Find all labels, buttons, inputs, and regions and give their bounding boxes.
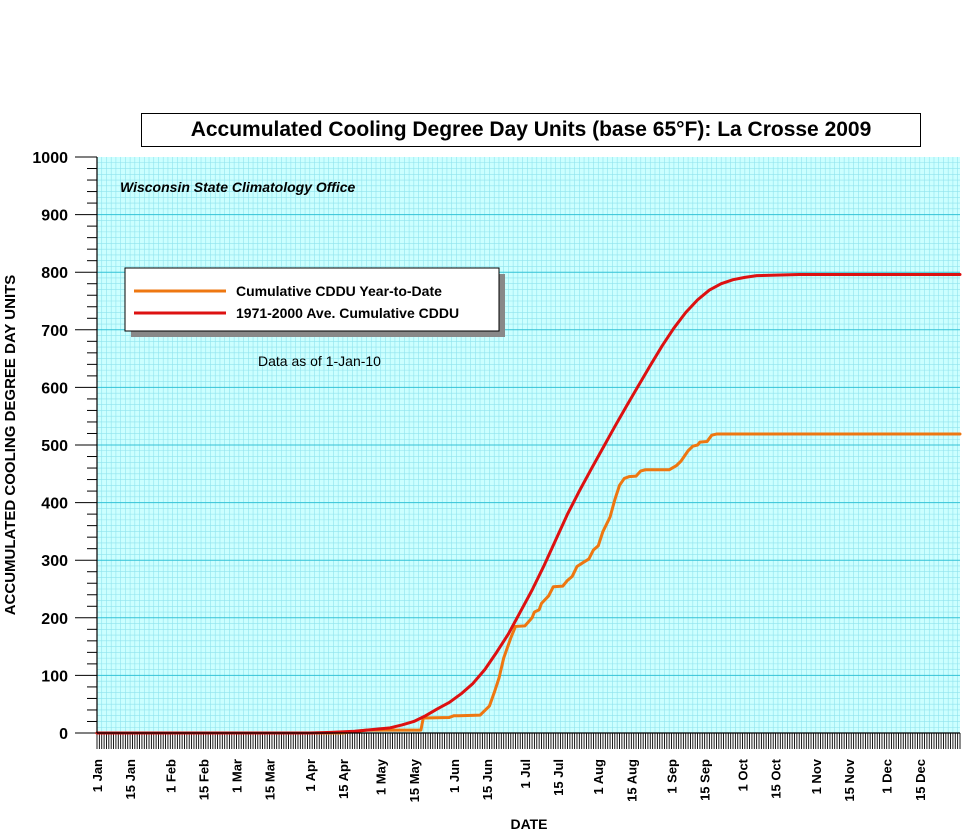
legend-box	[124, 267, 500, 332]
x-tick-label: 1 Feb	[163, 759, 178, 793]
x-tick-label: 15 Nov	[842, 758, 857, 801]
x-axis-title: DATE	[510, 816, 547, 832]
x-tick-label: 1 Jun	[447, 759, 462, 793]
y-tick-label: 100	[41, 668, 68, 685]
x-tick-label: 15 Oct	[769, 758, 784, 798]
x-tick-label: 15 Jun	[480, 759, 495, 800]
series-line-normal	[95, 273, 962, 735]
x-tick-label: 15 Dec	[913, 759, 928, 801]
x-tick-label: 15 May	[407, 758, 422, 802]
y-tick-label: 0	[59, 726, 68, 743]
y-tick-label: 400	[41, 496, 68, 513]
data-date-note: Data as of 1-Jan-10	[258, 353, 381, 369]
x-tick-label: 1 Oct	[735, 758, 750, 791]
x-tick-label: 15 Mar	[263, 759, 278, 800]
x-tick-label: 1 Aug	[591, 759, 606, 795]
chart-title: Accumulated Cooling Degree Day Units (ba…	[141, 113, 921, 147]
y-tick-label: 900	[41, 208, 68, 225]
x-tick-label: 15 Aug	[624, 759, 639, 802]
x-tick-label: 1 Jan	[90, 759, 105, 792]
legend: Cumulative CDDU Year-to-Date 1971-2000 A…	[124, 267, 505, 337]
x-tick-label: 15 Feb	[196, 759, 211, 800]
x-tick-label: 1 Dec	[880, 759, 895, 794]
x-tick-label: 1 Nov	[809, 758, 824, 794]
y-tick-label: 700	[41, 323, 68, 340]
x-tick-label: 1 Mar	[229, 759, 244, 793]
x-tick-label: 15 Apr	[336, 759, 351, 799]
y-tick-label: 200	[41, 611, 68, 628]
x-tick-label: 1 May	[374, 758, 389, 795]
y-tick-label: 800	[41, 265, 68, 282]
x-axis-tick-labels: 1 Jan 15 Jan 1 Feb 15 Feb 1 Mar 15 Mar 1 Apr 15…	[90, 758, 928, 802]
x-tick-label: 1 Jul	[518, 759, 533, 789]
series-line-ytd	[95, 432, 962, 735]
y-axis-ticks	[75, 156, 97, 734]
y-tick-label: 500	[41, 438, 68, 455]
series-lines	[95, 273, 962, 735]
y-tick-label: 1000	[32, 150, 68, 167]
x-tick-label: 1 Apr	[303, 759, 318, 792]
chart-subtitle: Wisconsin State Climatology Office	[120, 179, 356, 195]
y-tick-label: 600	[41, 380, 68, 397]
x-tick-label: 15 Jan	[123, 759, 138, 800]
major-gridlines	[97, 214, 960, 676]
x-tick-label: 1 Sep	[665, 759, 680, 794]
y-tick-label: 300	[41, 553, 68, 570]
y-axis-title: ACCUMULATED COOLING DEGREE DAY UNITS	[2, 275, 19, 616]
x-tick-label: 15 Jul	[551, 759, 566, 796]
x-axis-day-ticks	[96, 733, 961, 749]
x-tick-label: 15 Sep	[698, 759, 713, 801]
legend-label-normal: 1971-2000 Ave. Cumulative CDDU	[236, 305, 459, 321]
y-axis-tick-labels: 0 100 200 300 400 500 600 700 800 900 1000	[32, 150, 68, 743]
legend-label-ytd: Cumulative CDDU Year-to-Date	[236, 283, 442, 299]
